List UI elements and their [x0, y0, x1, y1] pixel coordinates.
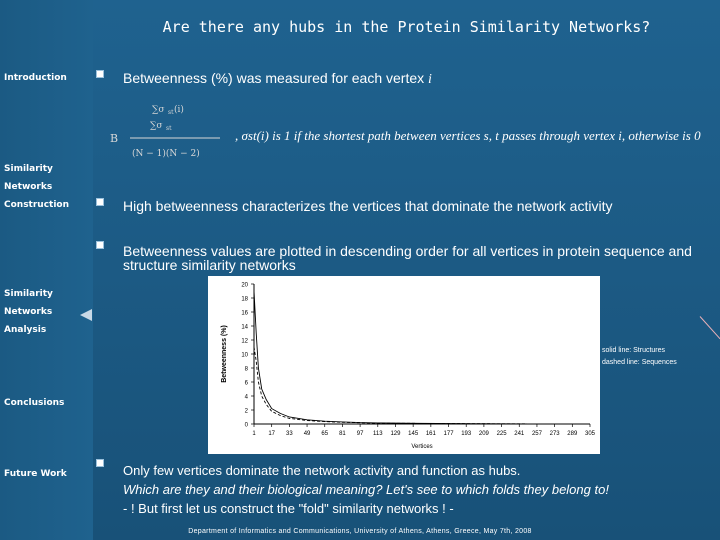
x-tick-label: 241: [514, 431, 525, 437]
legend-solid: solid line: Structures: [602, 347, 666, 354]
nav-conclusions[interactable]: Conclusions: [4, 398, 65, 408]
svg-text:st: st: [166, 125, 172, 132]
bullet-text-line-1: Only few vertices dominate the network a…: [123, 463, 521, 478]
nav-similarity-networks-construction[interactable]: Similarity Networks Construction: [4, 164, 70, 210]
svg-text:st: st: [168, 109, 174, 116]
x-tick-label: 49: [304, 431, 311, 437]
x-tick-label: 257: [532, 431, 543, 437]
y-tick-label: 8: [245, 367, 249, 373]
y-tick-label: 10: [241, 353, 248, 359]
y-tick-label: 16: [241, 311, 248, 317]
series-line-structures: [253, 290, 591, 425]
y-tick-label: 12: [241, 339, 248, 345]
y-tick-label: 20: [241, 283, 248, 289]
bullet-icon: [96, 70, 104, 78]
x-tick-label: 17: [268, 431, 275, 437]
y-tick-label: 14: [241, 325, 248, 331]
bullet-text: Betweenness (%) was measured for each ve…: [123, 70, 429, 86]
x-tick-label: 209: [479, 431, 490, 437]
footer: Department of Informatics and Communicat…: [188, 528, 532, 535]
series-line-sequences: [253, 346, 591, 425]
bullet-few-vertices-dominate: Only few vertices dominate the network a…: [123, 461, 713, 518]
bullet-high-betweenness: High betweenness characterizes the verti…: [123, 198, 613, 214]
bullet-betweenness-measured: Betweenness (%) was measured for each ve…: [123, 71, 432, 87]
x-tick-label: 129: [390, 431, 401, 437]
nav-future-work[interactable]: Future Work: [4, 469, 67, 479]
vertex-variable: i: [428, 72, 432, 87]
nav-introduction[interactable]: Introduction: [4, 73, 67, 83]
y-tick-label: 0: [245, 423, 249, 429]
svg-text:∑σ: ∑σ: [152, 105, 165, 115]
bullet-text-line-2: Which are they and their biological mean…: [123, 482, 609, 497]
svg-text:(i): (i): [174, 104, 184, 115]
y-tick-label: 18: [241, 297, 248, 303]
svg-text:B: B: [110, 132, 118, 145]
x-tick-label: 33: [286, 431, 293, 437]
bullet-text-line-3: - ! But first let us construct the "fold…: [123, 501, 454, 516]
formula-description: , σst(i) is 1 if the shortest path betwe…: [235, 128, 701, 143]
x-tick-label: 193: [461, 431, 472, 437]
bullet-icon: [96, 198, 104, 206]
sidebar: [0, 0, 94, 540]
bullet-icon: [96, 459, 104, 467]
betweenness-chart: 20 18 16 14 12 10 8 6 4 2 0 1 17 33 49 65 81 97 113 129 145 1…: [208, 276, 600, 454]
x-tick-label: 113: [373, 431, 383, 437]
x-axis-label: Vertices: [411, 444, 432, 450]
slide-title: Are there any hubs in the Protein Simila…: [162, 18, 651, 36]
x-tick-label: 145: [408, 431, 419, 437]
y-tick-label: 2: [245, 409, 249, 415]
y-axis-label: Betweenness (%): [221, 325, 228, 383]
current-section-pointer-icon: [80, 309, 92, 321]
x-tick-label: 177: [444, 431, 455, 437]
x-tick-label: 97: [357, 431, 364, 437]
x-tick-label: 225: [497, 431, 508, 437]
y-tick-label: 4: [245, 395, 249, 401]
nav-similarity-networks-analysis[interactable]: Similarity Networks Analysis: [4, 289, 53, 335]
x-tick-label: 81: [339, 431, 346, 437]
x-tick-label: 289: [567, 431, 578, 437]
y-tick-label: 6: [245, 381, 249, 387]
x-tick-label: 65: [321, 431, 328, 437]
svg-text:(N − 1)(N − 2): (N − 1)(N − 2): [132, 148, 200, 159]
x-tick-label: 1: [252, 431, 256, 437]
x-tick-label: 161: [426, 431, 437, 437]
bullet-betweenness-plotted: Betweenness values are plotted in descen…: [123, 243, 692, 273]
x-tick-label: 273: [550, 431, 561, 437]
x-tick-label: 305: [585, 431, 596, 437]
svg-text:∑σ: ∑σ: [150, 121, 163, 131]
bullet-icon: [96, 241, 104, 249]
legend-dashed: dashed line: Sequences: [602, 359, 677, 366]
betweenness-formula-image: ∑σ st (i) ∑σ st B (N − 1)(N − 2): [110, 104, 220, 159]
